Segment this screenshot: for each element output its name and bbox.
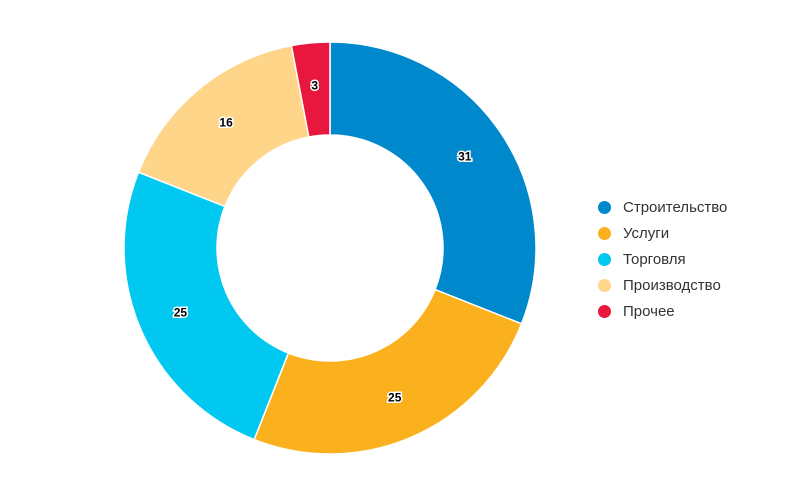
donut-slice-1[interactable] xyxy=(329,41,537,325)
donut-slice-3[interactable] xyxy=(123,171,290,441)
donut-slice-2[interactable] xyxy=(253,288,523,455)
legend-marker-icon xyxy=(598,304,611,318)
data-label-3: 25 xyxy=(174,306,188,320)
legend-item-4[interactable]: Производство xyxy=(598,272,727,298)
legend-label: Услуги xyxy=(623,224,670,242)
legend-marker-icon xyxy=(598,278,611,292)
legend-item-3[interactable]: Торговля xyxy=(598,246,727,272)
data-label-2: 25 xyxy=(388,391,402,405)
donut-slices xyxy=(123,41,537,455)
legend-item-2[interactable]: Услуги xyxy=(598,220,727,246)
donut-slice-5[interactable] xyxy=(290,41,331,138)
legend-label: Производство xyxy=(623,276,721,294)
legend-label: Прочее xyxy=(623,302,675,320)
data-label-1: 31 xyxy=(458,149,472,163)
data-label-5: 3 xyxy=(311,79,318,93)
legend-item-5[interactable]: Прочее xyxy=(598,298,727,324)
legend-marker-icon xyxy=(598,226,611,240)
legend-label: Строительство xyxy=(623,198,728,216)
legend-marker-icon xyxy=(598,200,611,214)
legend-item-1[interactable]: Строительство xyxy=(598,194,727,220)
chart-legend: Строительство Услуги Торговля Производство П… xyxy=(598,194,727,324)
data-label-4: 16 xyxy=(219,115,233,129)
legend-label: Торговля xyxy=(623,250,686,268)
donut-slice-4[interactable] xyxy=(137,44,310,208)
legend-marker-icon xyxy=(598,252,611,266)
donut-data-labels: 31 25 25 16 3 xyxy=(172,77,473,406)
